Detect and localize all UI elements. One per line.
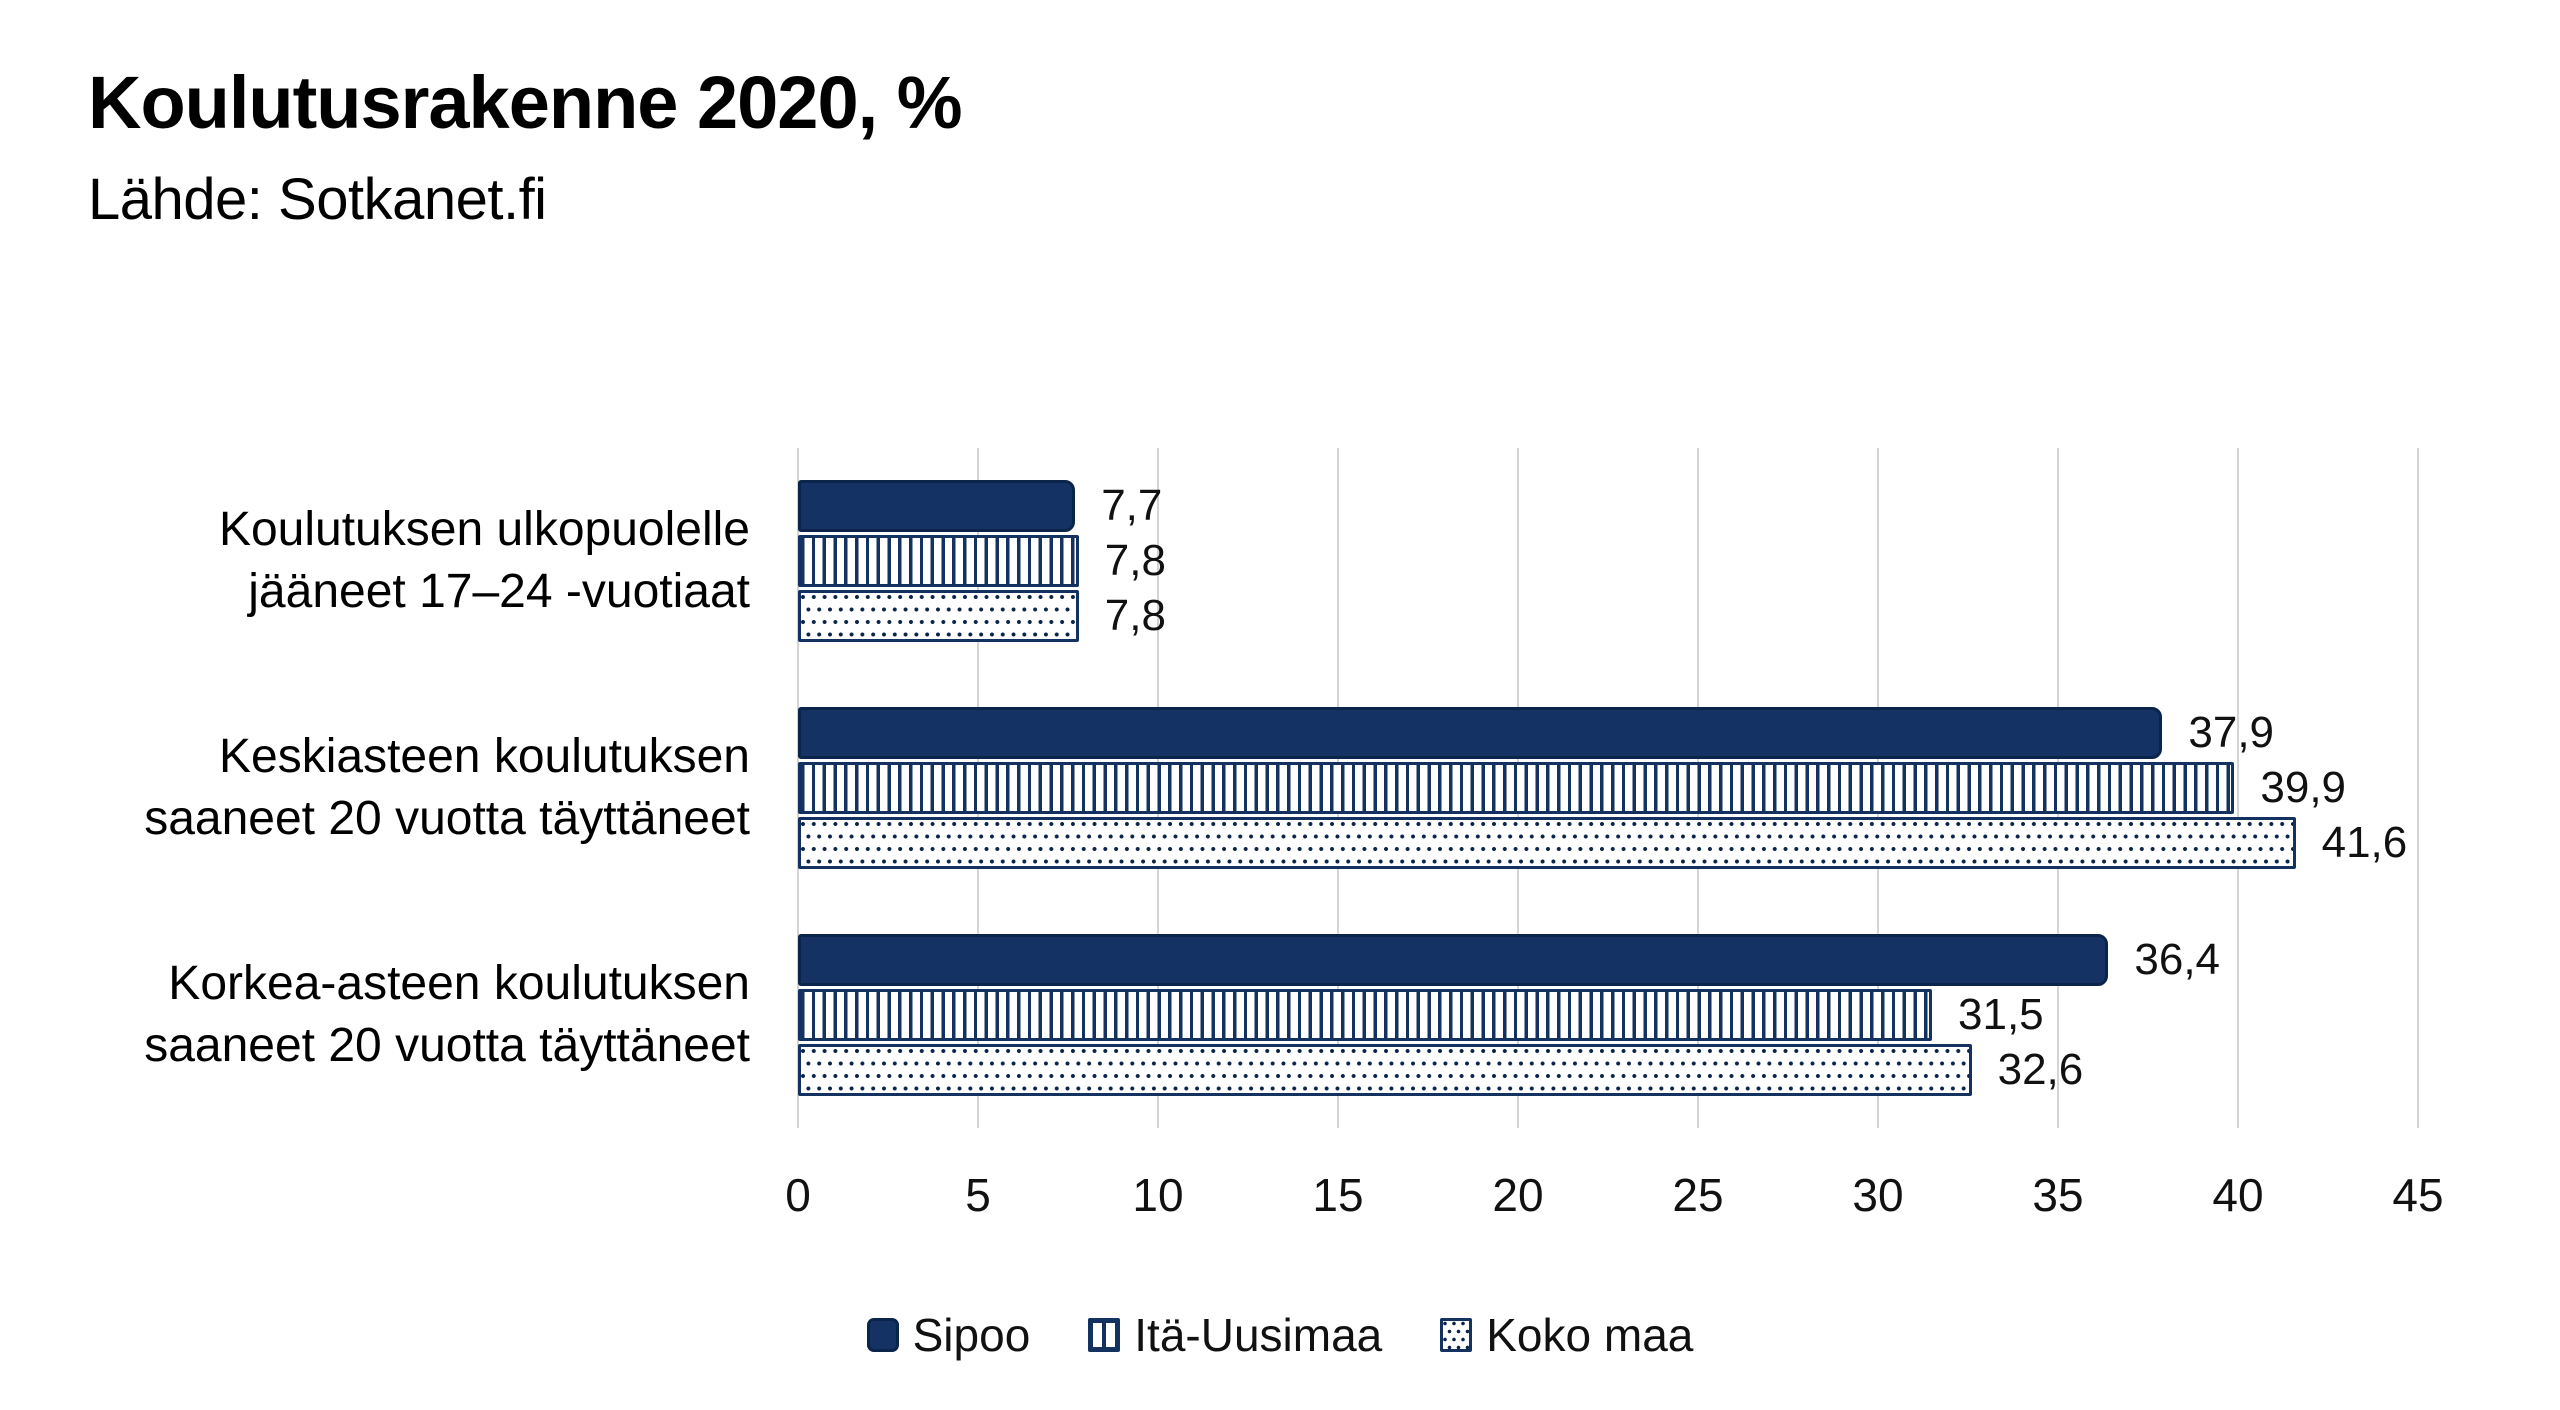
value-label-koko-maa: 41,6 — [2321, 818, 2408, 867]
legend-item-koko-maa: Koko maa — [1440, 1308, 1693, 1362]
category-label: Koulutuksen ulkopuolelle jääneet 17–24 -… — [218, 503, 750, 619]
category-label: Keskiasteen koulutuksen saaneet 20 vuott… — [144, 730, 750, 845]
legend-item-ita-uusimaa: Itä-Uusimaa — [1088, 1308, 1382, 1362]
x-tick-label: 10 — [1132, 1169, 1184, 1221]
bar-koko-maa — [798, 1043, 1972, 1096]
x-tick-label: 40 — [2212, 1169, 2264, 1221]
gridline — [2417, 448, 2419, 1128]
legend-label-sipoo: Sipoo — [912, 1309, 1031, 1361]
value-label-koko-maa: 7,8 — [1104, 591, 1166, 641]
chart-subtitle: Lähde: Sotkanet.fi — [88, 167, 547, 232]
x-tick-label: 35 — [2032, 1169, 2084, 1221]
value-label-sipoo: 7,7 — [1101, 481, 1163, 531]
legend-swatch-koko-maa — [1440, 1318, 1473, 1352]
legend-item-sipoo: Sipoo — [866, 1308, 1031, 1362]
legend-swatch-ita-uusimaa — [1088, 1318, 1121, 1352]
x-tick-label: 30 — [1852, 1169, 1904, 1221]
x-tick-label: 15 — [1312, 1169, 1364, 1221]
x-tick-label: 25 — [1672, 1169, 1724, 1221]
chart-title: Koulutusrakenne 2020, % — [88, 61, 963, 144]
legend: Sipoo Itä-Uusimaa Koko maa — [0, 1309, 2560, 1361]
value-label-koko-maa: 32,6 — [1997, 1044, 2084, 1094]
gridline — [2237, 448, 2239, 1128]
bar-sipoo — [798, 480, 1076, 533]
bar-sipoo — [798, 707, 2163, 759]
value-label-ita-uusimaa: 31,5 — [1958, 989, 2044, 1039]
x-tick-label: 5 — [965, 1169, 991, 1221]
value-label-ita-uusimaa: 39,9 — [2260, 763, 2347, 812]
x-tick-label: 20 — [1492, 1169, 1544, 1221]
bar-ita-uusimaa — [798, 762, 2235, 814]
bar-ita-uusimaa — [798, 988, 1932, 1041]
bar-koko-maa — [798, 817, 2296, 869]
bar-ita-uusimaa — [798, 535, 1079, 588]
legend-swatch-sipoo — [866, 1318, 899, 1352]
x-tick-label: 45 — [2392, 1169, 2444, 1221]
legend-label-ita-uusimaa: Itä-Uusimaa — [1134, 1309, 1383, 1361]
category-label: Korkea-asteen koulutuksen saaneet 20 vuo… — [144, 956, 750, 1072]
x-tick-label: 0 — [785, 1169, 811, 1221]
value-label-sipoo: 36,4 — [2134, 934, 2221, 984]
value-label-ita-uusimaa: 7,8 — [1104, 536, 1166, 586]
value-label-sipoo: 37,9 — [2188, 708, 2275, 757]
legend-label-koko-maa: Koko maa — [1486, 1309, 1694, 1361]
bar-koko-maa — [798, 590, 1079, 643]
bar-sipoo — [798, 933, 2109, 986]
